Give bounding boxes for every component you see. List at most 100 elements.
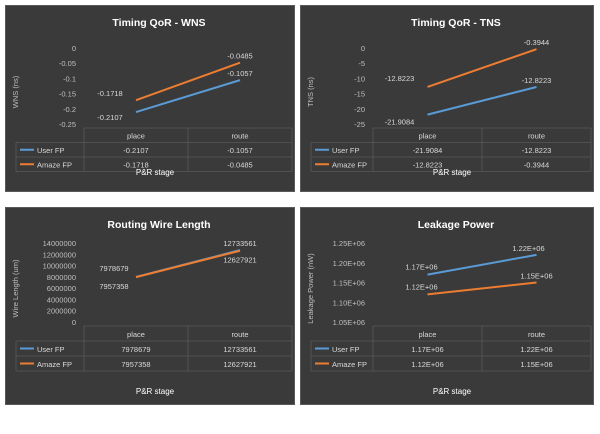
data-label: -0.3944 bbox=[524, 38, 549, 47]
series-line-1 bbox=[135, 61, 241, 102]
wire-length-chart-panel: Routing Wire Length Wire Length (um) 14000… bbox=[5, 207, 295, 405]
table-cell: -12.8223 bbox=[413, 161, 443, 170]
chart-title: Timing QoR - WNS bbox=[112, 17, 205, 29]
y-tick-label: -0.15 bbox=[59, 90, 76, 99]
table-cell: -0.1057 bbox=[227, 146, 252, 155]
x-axis-label: P&R stage bbox=[136, 168, 175, 177]
data-label: 7978679 bbox=[99, 264, 128, 273]
y-tick-label: -10 bbox=[354, 74, 365, 83]
y-tick-label: 8000000 bbox=[47, 273, 76, 282]
y-tick-label: 2000000 bbox=[47, 307, 76, 316]
tns-chart-panel: Timing QoR - TNS TNS (ns) 0 -5 -10 -15 -20 -25 p… bbox=[300, 5, 594, 192]
y-tick-label: 10000000 bbox=[43, 262, 76, 271]
y-tick-label: -15 bbox=[354, 90, 365, 99]
chart-svg-2: Routing Wire Length Wire Length (um) 14000… bbox=[11, 219, 293, 396]
series-line-1 bbox=[135, 249, 241, 279]
legend-entry: Amaze FP bbox=[332, 161, 367, 170]
y-tick-label: 1.20E+06 bbox=[333, 259, 365, 268]
table-cell: -0.3944 bbox=[524, 161, 549, 170]
x-category-label: route bbox=[231, 132, 248, 141]
table-cell: 1.22E+06 bbox=[520, 345, 552, 354]
table-cell: -0.1718 bbox=[123, 161, 148, 170]
table-cell: 1.15E+06 bbox=[520, 360, 552, 369]
table-cell: 1.12E+06 bbox=[411, 360, 443, 369]
legend-entry: User FP bbox=[37, 345, 65, 354]
series-line-1 bbox=[427, 281, 537, 296]
y-axis-label: Leakage Power (nW) bbox=[306, 253, 315, 324]
x-axis-label: P&R stage bbox=[136, 387, 175, 396]
y-tick-label: -25 bbox=[354, 120, 365, 129]
x-axis-label: P&R stage bbox=[433, 387, 472, 396]
x-axis-label: P&R stage bbox=[433, 168, 472, 177]
legend-entry: Amaze FP bbox=[332, 360, 367, 369]
legend-entry: User FP bbox=[37, 146, 65, 155]
table-cell: -0.2107 bbox=[123, 146, 148, 155]
y-tick-label: 1.25E+06 bbox=[333, 239, 365, 248]
legend-entry: Amaze FP bbox=[37, 360, 72, 369]
series-line-1 bbox=[427, 48, 537, 88]
x-category-label: place bbox=[127, 330, 145, 339]
y-tick-label: -0.1 bbox=[63, 74, 76, 83]
series-line-0 bbox=[427, 253, 537, 276]
table-cell: 7957358 bbox=[121, 360, 150, 369]
data-label: 1.12E+06 bbox=[405, 282, 437, 291]
table-cell: 7978679 bbox=[121, 345, 150, 354]
legend-entry: User FP bbox=[332, 345, 360, 354]
y-tick-label: 4000000 bbox=[47, 295, 76, 304]
chart-svg-1: Timing QoR - TNS TNS (ns) 0 -5 -10 -15 -20 -25 p… bbox=[306, 17, 592, 177]
y-tick-label: -5 bbox=[358, 59, 365, 68]
chart-title: Routing Wire Length bbox=[107, 219, 210, 231]
y-tick-label: 12000000 bbox=[43, 250, 76, 259]
y-tick-label: 6000000 bbox=[47, 284, 76, 293]
data-label: 1.17E+06 bbox=[405, 263, 437, 272]
wns-chart-panel: Timing QoR - WNS WNS (ns) 0 -0.05 -0.1 -0.15 -… bbox=[5, 5, 295, 192]
table-cell: 12733561 bbox=[223, 345, 256, 354]
series-line-0 bbox=[427, 86, 537, 116]
y-tick-label: 1.15E+06 bbox=[333, 279, 365, 288]
chart-title: Timing QoR - TNS bbox=[411, 17, 501, 29]
y-tick-label: -20 bbox=[354, 105, 365, 114]
x-category-label: route bbox=[528, 330, 545, 339]
x-category-label: place bbox=[419, 132, 437, 141]
data-label: 1.22E+06 bbox=[512, 244, 544, 253]
data-label: -0.1057 bbox=[227, 69, 252, 78]
table-cell: -12.8223 bbox=[522, 146, 552, 155]
y-tick-label: 0 bbox=[72, 318, 76, 327]
table-cell: -0.0485 bbox=[227, 161, 252, 170]
legend-entry: User FP bbox=[332, 146, 360, 155]
y-axis-label: WNS (ns) bbox=[11, 75, 20, 108]
y-tick-label: -0.25 bbox=[59, 120, 76, 129]
legend-entry: Amaze FP bbox=[37, 161, 72, 170]
y-tick-label: 1.05E+06 bbox=[333, 318, 365, 327]
table-cell: 12627921 bbox=[223, 360, 256, 369]
y-axis-label: Wire Length (um) bbox=[11, 259, 20, 317]
data-label: -0.2107 bbox=[97, 113, 122, 122]
data-label: 12627921 bbox=[223, 256, 256, 265]
x-category-label: place bbox=[419, 330, 437, 339]
data-label: -0.0485 bbox=[227, 52, 252, 61]
data-label: 12733561 bbox=[223, 239, 256, 248]
data-label: 7957358 bbox=[99, 282, 128, 291]
x-category-label: place bbox=[127, 132, 145, 141]
data-label: 1.15E+06 bbox=[520, 272, 552, 281]
data-label: -0.1718 bbox=[97, 89, 122, 98]
y-tick-label: -0.05 bbox=[59, 59, 76, 68]
table-cell: 1.17E+06 bbox=[411, 345, 443, 354]
table-cell: -21.9084 bbox=[413, 146, 443, 155]
leakage-power-chart-panel: Leakage Power Leakage Power (nW) 1.25E+06 1… bbox=[300, 207, 594, 405]
y-tick-label: 14000000 bbox=[43, 239, 76, 248]
y-tick-label: 1.10E+06 bbox=[333, 298, 365, 307]
x-category-label: route bbox=[231, 330, 248, 339]
chart-svg-0: Timing QoR - WNS WNS (ns) 0 -0.05 -0.1 -0.15 -… bbox=[11, 17, 293, 177]
data-label: -12.8223 bbox=[385, 74, 415, 83]
chart-title: Leakage Power bbox=[418, 219, 494, 231]
chart-svg-3: Leakage Power Leakage Power (nW) 1.25E+06 1… bbox=[306, 219, 592, 396]
y-tick-label: -0.2 bbox=[63, 105, 76, 114]
x-category-label: route bbox=[528, 132, 545, 141]
data-label: -12.8223 bbox=[522, 76, 552, 85]
y-axis-label: TNS (ns) bbox=[306, 76, 315, 107]
series-line-0 bbox=[135, 79, 241, 114]
y-tick-label: 0 bbox=[361, 44, 365, 53]
data-label: -21.9084 bbox=[385, 118, 415, 127]
y-tick-label: 0 bbox=[72, 44, 76, 53]
